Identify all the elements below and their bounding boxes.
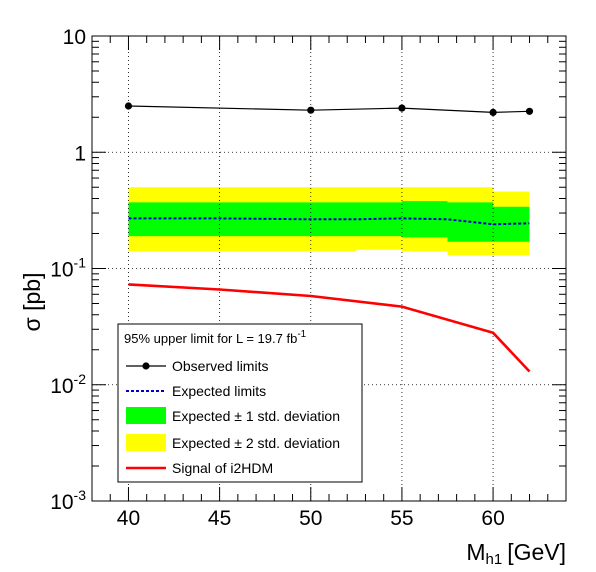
y-tick-label: 1 (74, 142, 86, 165)
legend-signal-label: Signal of i2HDM (172, 460, 273, 476)
observed-point (525, 107, 534, 115)
signal-line (128, 283, 531, 373)
observed-point (307, 106, 315, 114)
y-tick-label-base: 10 (50, 259, 73, 282)
x-tick-label: 60 (481, 507, 504, 530)
legend-header-text: 95% upper limit for L = 19.7 fb (124, 331, 297, 346)
x-axis-title: Mh1 [GeV] (466, 539, 566, 568)
y-axis-title: σ [pb] (19, 273, 45, 332)
ticks-layer (91, 35, 567, 502)
legend-band1-swatch (126, 407, 166, 424)
y-tick-label-base: 1 (74, 142, 86, 165)
observed-point (398, 104, 406, 112)
x-tick-label: 40 (117, 507, 140, 530)
y-tick-label-exponent: -1 (74, 255, 87, 271)
y-tick-label: 10-1 (50, 255, 86, 282)
x-tick-label: 55 (390, 507, 413, 530)
legend-observed-label: Observed limits (172, 358, 268, 374)
x-axis-title-subscript: h1 (486, 551, 503, 568)
y-tick-label-exponent: -2 (74, 371, 87, 387)
legend-expected-label: Expected limits (172, 383, 266, 399)
expected-limits-line (128, 217, 530, 226)
x-tick-label: 45 (208, 507, 231, 530)
legend-band1-label: Expected ± 1 std. deviation (172, 408, 340, 424)
lines-layer (124, 102, 534, 373)
observed-point (124, 102, 133, 110)
legend-band2-label: Expected ± 2 std. deviation (172, 435, 340, 451)
y-tick-label-exponent: -3 (74, 487, 87, 503)
y-tick-label-base: 10 (63, 26, 86, 49)
legend-band2-swatch (126, 434, 166, 451)
y-tick-label: 10 (63, 26, 86, 49)
bands-layer (128, 187, 530, 256)
y-tick-label: 10-3 (50, 487, 86, 514)
legend-observed-marker (142, 362, 150, 370)
legend-box (117, 323, 363, 483)
y-tick-label: 10-2 (50, 371, 86, 398)
legend: 95% upper limit for L = 19.7 fb-1 Observ… (117, 323, 363, 483)
legend-header: 95% upper limit for L = 19.7 fb-1 (124, 329, 307, 346)
y-tick-label-base: 10 (50, 491, 73, 514)
legend-header-exponent: -1 (297, 329, 306, 340)
x-axis-title-unit: [GeV] (507, 539, 566, 565)
y-tick-label-base: 10 (50, 375, 73, 398)
band-band1 (128, 201, 530, 242)
x-axis-title-main: M (466, 539, 485, 565)
x-tick-label: 50 (299, 507, 322, 530)
observed-point (489, 108, 497, 116)
